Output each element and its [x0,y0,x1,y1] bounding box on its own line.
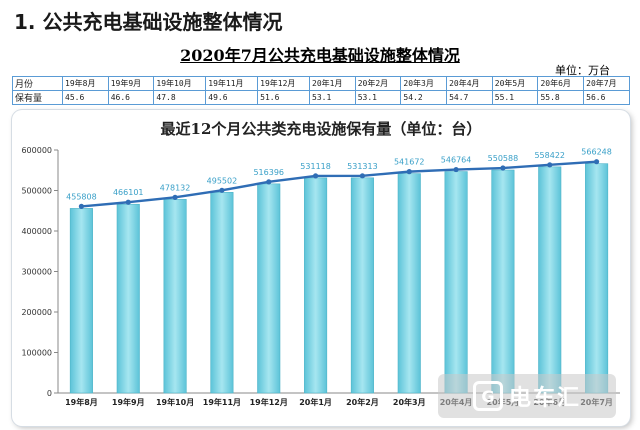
value-cell: 56.6 [583,90,630,105]
month-cell: 19年11月 [205,76,259,91]
bar [116,203,140,394]
line-point [593,159,600,165]
data-label: 466101 [113,188,144,197]
data-label: 455808 [66,192,97,201]
data-label: 558422 [534,151,565,160]
data-label: 566248 [581,148,612,157]
x-tick-label: 19年11月 [203,397,241,407]
x-tick-label: 20年3月 [393,397,426,407]
unit-label: 单位：万台 [555,64,610,77]
chart-title: 最近12个月公共类充电设施保有量（单位：台） [160,120,482,138]
bar [257,183,281,394]
x-tick-label: 19年12月 [250,397,288,407]
value-cell: 53.1 [309,90,356,105]
data-label: 546764 [441,156,472,165]
x-tick-label: 20年1月 [299,397,332,407]
value-cell: 47.8 [153,90,207,105]
month-cell: 20年1月 [309,76,356,91]
line-point [219,187,225,193]
month-cell: 20年7月 [583,76,630,91]
value-cell: 51.6 [257,90,311,105]
x-tick-label: 20年2月 [346,397,379,407]
value-cell: 46.6 [107,90,155,105]
x-tick-label: 19年8月 [65,397,98,407]
page-subtitle: 2020年7月公共充电基础设施整体情况 [180,46,460,65]
month-cell: 20年6月 [537,76,585,91]
line-point [406,169,412,175]
bar [444,171,468,394]
y-tick-label: 100000 [21,349,52,358]
x-tick-label: 19年10月 [156,397,194,407]
line-point [125,199,131,205]
month-cell: 20年4月 [446,76,493,91]
watermark-text: 电车汇 [508,386,581,411]
data-label: 495502 [207,176,238,185]
value-cell: 55.8 [537,90,585,105]
value-cell: 45.6 [62,90,109,105]
bar [350,177,374,394]
summary-value-row: 保有量 45.6 46.6 47.8 49.6 51.6 53.1 53.1 5… [12,90,630,105]
y-tick-label: 200000 [21,308,52,317]
value-cell: 53.1 [354,90,402,105]
line-point [266,179,272,185]
data-label: 541672 [394,158,425,167]
data-label: 478132 [160,183,191,192]
bar [163,199,187,394]
chart-panel: 最近12个月公共类充电设施保有量（单位：台） 0 100000 200000 3000… [12,110,630,426]
month-cell: 20年3月 [400,76,448,91]
bar [69,208,93,394]
page-heading: 1. 公共充电基础设施整体情况 [14,10,283,34]
data-label: 550588 [488,154,519,163]
x-tick-label: 19年9月 [112,397,145,407]
bar [210,192,234,394]
data-label: 516396 [253,168,284,177]
y-tick-label: 400000 [21,227,52,236]
watermark-logo-icon: G [472,381,503,411]
summary-table: 月份 19年8月 19年9月 19年10月 19年11月 19年12月 20年1… [12,76,630,105]
month-cell: 20年2月 [354,76,402,91]
month-cell: 19年10月 [153,76,207,91]
bar [585,163,609,394]
line-point [312,173,319,179]
y-tick-label: 300000 [21,268,52,277]
value-row-header: 保有量 [12,90,63,105]
bar [397,173,421,394]
data-label: 531118 [300,162,331,171]
value-cell: 54.7 [446,90,493,105]
month-row-header: 月份 [12,76,63,91]
summary-month-row: 月份 19年8月 19年9月 19年10月 19年11月 19年12月 20年1… [12,76,630,91]
month-cell: 19年12月 [257,76,311,91]
bar [538,166,562,394]
line-point [172,194,178,200]
y-tick-label: 500000 [21,187,52,196]
data-label: 531313 [347,162,378,171]
value-cell: 54.2 [400,90,448,105]
series-line [81,160,597,208]
y-tick-label: 0 [47,389,52,398]
bar [491,169,515,394]
value-cell: 49.6 [205,90,259,105]
bar [304,177,328,394]
month-cell: 19年9月 [107,76,155,91]
month-cell: 19年8月 [62,76,109,91]
line-point [500,165,506,171]
line-point [78,203,85,209]
watermark: G 电车汇 [438,374,616,418]
line-point [453,166,459,173]
line-point [547,162,553,168]
y-tick-label: 600000 [21,146,52,155]
value-cell: 55.1 [491,90,539,105]
month-cell: 20年5月 [491,76,539,91]
line-point [359,173,366,179]
